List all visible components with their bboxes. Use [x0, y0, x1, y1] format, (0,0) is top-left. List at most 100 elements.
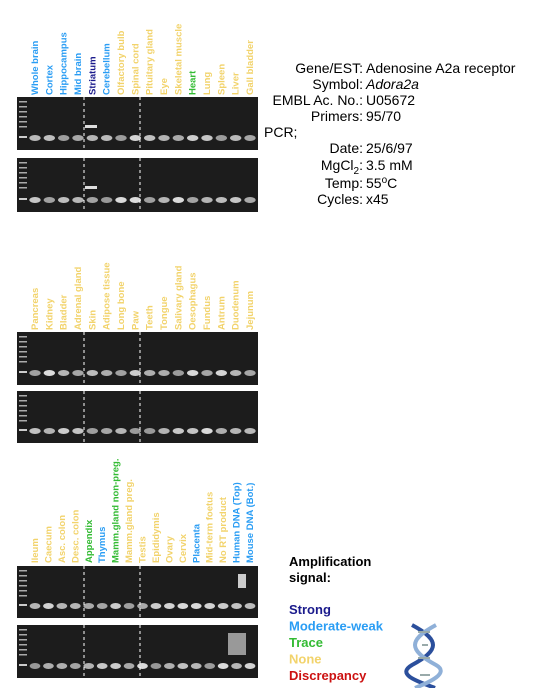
ladder-band — [19, 341, 27, 343]
primer-band — [143, 197, 156, 203]
primer-band — [69, 603, 81, 609]
ladder-band — [19, 644, 27, 646]
lane-label: Ovary — [164, 535, 175, 563]
gel-image — [17, 625, 258, 678]
ladder-band — [19, 400, 27, 402]
primer-band — [215, 135, 228, 141]
primer-band — [115, 428, 127, 434]
lane-label: Placenta — [191, 523, 202, 563]
product-band — [85, 125, 97, 128]
primer-band — [129, 135, 142, 141]
primer-band — [129, 197, 142, 203]
info-heading: PCR; — [264, 124, 297, 140]
product-band — [85, 186, 97, 189]
primer-band — [100, 370, 113, 376]
ladder-band — [19, 136, 27, 138]
gel-background — [17, 566, 258, 618]
ladder-band — [19, 116, 27, 118]
lane-label: No RT product — [218, 496, 229, 563]
primer-band — [110, 663, 121, 669]
lane-label: Skin — [87, 310, 98, 330]
ladder-band — [19, 629, 27, 631]
ladder-band — [19, 361, 27, 363]
primer-band — [164, 603, 175, 609]
lane-label: Asc. colon — [57, 515, 68, 563]
lane-label: Kidney — [44, 298, 55, 330]
primer-band — [100, 428, 113, 434]
primer-band — [229, 370, 242, 376]
info-value: 55oC — [366, 175, 397, 191]
primer-band — [115, 135, 127, 141]
primer-band — [244, 428, 256, 434]
primer-band — [123, 603, 135, 609]
ladder-band — [19, 580, 27, 582]
primer-band — [43, 428, 56, 434]
lane-label: Caecum — [43, 526, 54, 563]
lane-label: Pancreas — [30, 288, 41, 330]
primer-band — [86, 370, 99, 376]
lane-label: Thymus — [97, 527, 108, 563]
gel-image — [17, 566, 258, 618]
gel-image — [17, 391, 258, 443]
gel-background — [17, 332, 258, 385]
lane-label: Olfactory bulb — [116, 30, 127, 95]
ladder-band — [19, 595, 27, 597]
primer-band — [215, 197, 228, 203]
ladder-band — [19, 429, 27, 431]
ladder-band — [19, 590, 27, 592]
primer-band — [137, 663, 148, 669]
ladder-band — [19, 167, 27, 169]
lane-label: Gall bladder — [245, 40, 256, 95]
primer-band — [201, 135, 213, 141]
colon: : — [359, 157, 363, 173]
primer-band — [143, 428, 156, 434]
primer-band — [83, 603, 95, 609]
info-key-text: MgCl — [321, 157, 354, 173]
legend-item: Discrepancy — [289, 668, 367, 683]
primer-band — [129, 428, 142, 434]
primer-band — [177, 603, 189, 609]
primer-band — [244, 197, 256, 203]
lane-label: Human DNA (Top) — [232, 482, 243, 563]
ladder-band — [19, 172, 27, 174]
primer-band — [215, 370, 228, 376]
gel-background — [17, 391, 258, 443]
primer-band — [217, 603, 229, 609]
primer-band — [201, 197, 213, 203]
lane-label: Mid brain — [73, 53, 84, 95]
legend: Amplification signal: Strong Moderate-wea… — [289, 554, 443, 688]
info-value: U05672 — [366, 92, 415, 108]
info-value: 3.5 mM — [366, 157, 413, 173]
ladder-band — [19, 420, 27, 422]
legend-item: Strong — [289, 602, 331, 617]
info-key: Symbol: — [312, 76, 363, 92]
ladder-band — [19, 101, 27, 103]
lane-label: Appendix — [84, 519, 95, 563]
legend-item: Trace — [289, 635, 323, 650]
primer-band — [72, 428, 84, 434]
primer-band — [72, 135, 84, 141]
lane-label: Teeth — [145, 305, 156, 330]
primer-band — [172, 135, 185, 141]
primer-band — [143, 370, 156, 376]
helix-strand — [404, 623, 436, 688]
lane-label: Cortex — [44, 64, 55, 95]
primer-band — [229, 428, 242, 434]
gel-background — [17, 97, 258, 150]
primer-band — [231, 663, 242, 669]
primer-band — [177, 663, 189, 669]
primer-band — [217, 663, 229, 669]
lane-label: Spinal cord — [130, 43, 141, 95]
primer-band — [229, 135, 242, 141]
lane-label: Eye — [159, 78, 170, 95]
info-key: EMBL Ac. No.: — [272, 92, 363, 108]
primer-band — [158, 135, 170, 141]
primer-band — [86, 135, 99, 141]
ladder-band — [19, 415, 27, 417]
primer-band — [186, 197, 199, 203]
lane-label: Adipose tissue — [102, 262, 113, 330]
primer-band — [29, 197, 41, 203]
lane-label: Lung — [202, 72, 213, 95]
gel-panels: Whole brain Cortex Hippocampus Mid brain Str… — [17, 24, 258, 678]
